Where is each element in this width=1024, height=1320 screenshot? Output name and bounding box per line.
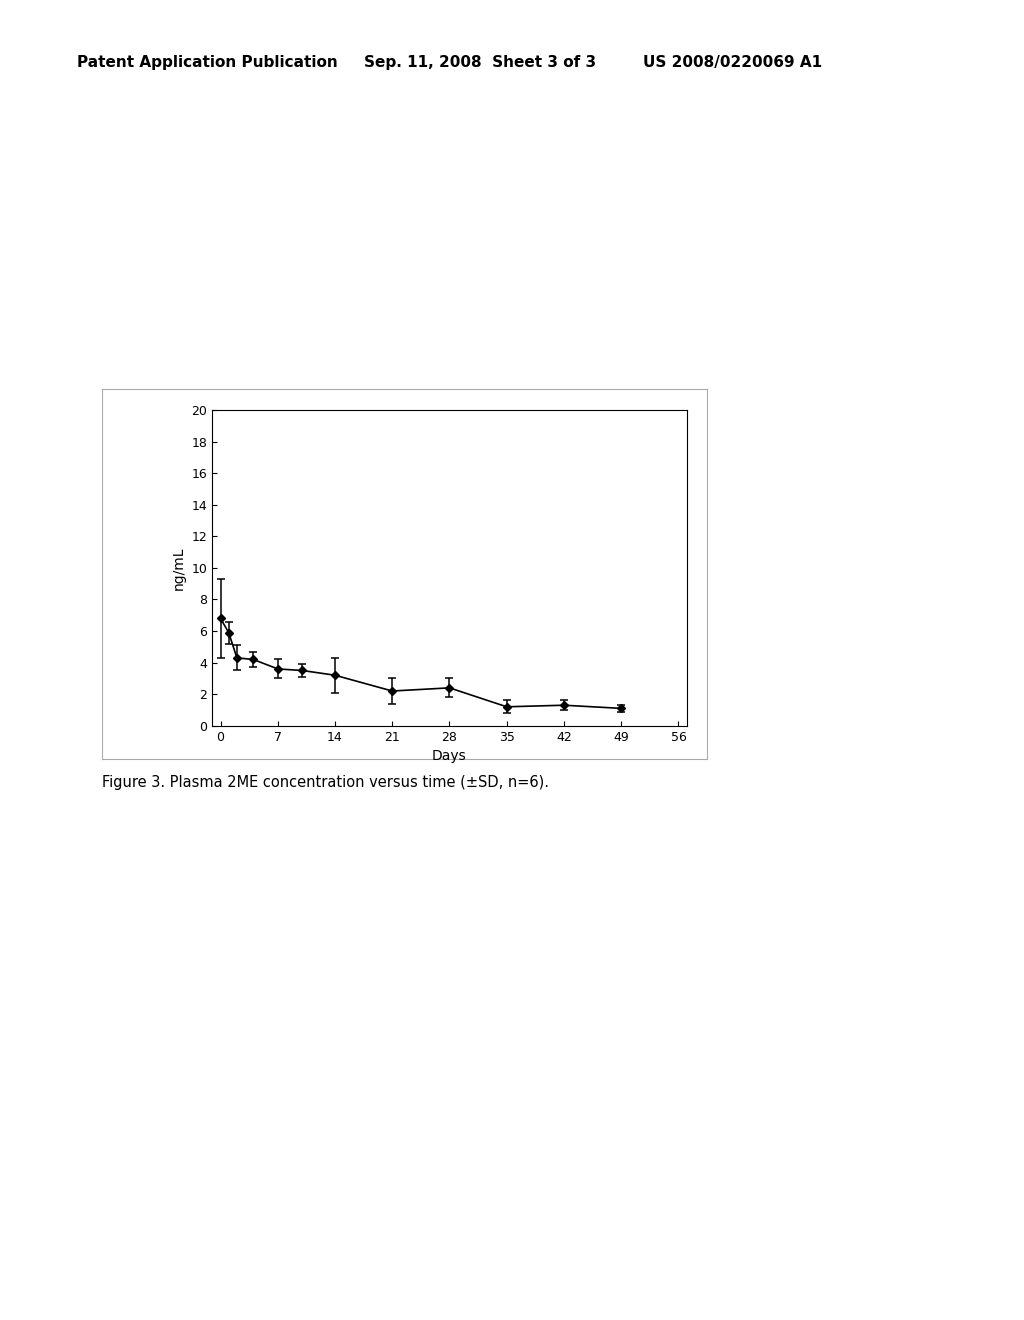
Text: Sep. 11, 2008  Sheet 3 of 3: Sep. 11, 2008 Sheet 3 of 3 [364,55,596,70]
Y-axis label: ng/mL: ng/mL [172,546,186,590]
Text: Figure 3. Plasma 2ME concentration versus time (±SD, n=6).: Figure 3. Plasma 2ME concentration versu… [102,775,550,789]
X-axis label: Days: Days [432,750,467,763]
Text: Patent Application Publication: Patent Application Publication [77,55,338,70]
Text: US 2008/0220069 A1: US 2008/0220069 A1 [643,55,822,70]
